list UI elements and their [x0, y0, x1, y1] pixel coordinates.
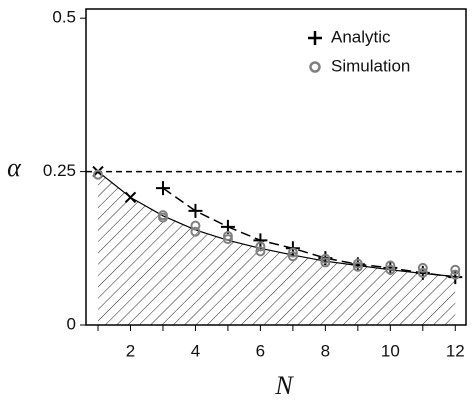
plus-marker [448, 270, 463, 285]
circle-marker [190, 220, 201, 231]
circle-marker [320, 257, 331, 268]
circle-marker [352, 258, 363, 269]
plus-marker [155, 181, 170, 196]
cross-marker [124, 191, 137, 204]
circle-marker [222, 231, 233, 242]
y-axis-title: α [7, 153, 22, 182]
hatched-region [98, 171, 456, 325]
circle-marker [93, 169, 104, 180]
y-tick-label: 0 [67, 314, 76, 333]
x-tick-label: 8 [321, 341, 330, 360]
circle-marker [417, 267, 428, 278]
x-tick-label: 10 [381, 341, 400, 360]
circle-marker [352, 261, 363, 272]
circle-marker [190, 226, 201, 237]
circle-marker [320, 253, 331, 264]
y-tick-label: 0.5 [52, 8, 76, 27]
y-tick-label: 0.25 [43, 161, 76, 180]
circle-marker [255, 246, 266, 257]
circle-marker [287, 247, 298, 258]
circle-marker [417, 262, 428, 273]
x-tick-label: 2 [126, 341, 135, 360]
circle-marker [450, 264, 461, 275]
legend-label: Simulation [331, 56, 410, 75]
plus-marker [188, 203, 203, 218]
circle-marker [222, 234, 233, 245]
x-axis-title: N [274, 371, 294, 400]
bound-curve [97, 171, 456, 278]
legend-label: Analytic [331, 27, 391, 46]
circle-marker [287, 251, 298, 262]
x-tick-label: 12 [446, 341, 465, 360]
series-line [162, 187, 456, 278]
x-tick-label: 4 [191, 341, 200, 360]
circle-marker [450, 269, 461, 280]
circle-marker [385, 264, 396, 275]
plot-frame [85, 8, 467, 326]
circle-marker [385, 260, 396, 271]
circle-marker [157, 212, 168, 223]
x-tick-label: 6 [256, 341, 265, 360]
plus-marker [383, 260, 398, 275]
legend-marker [308, 31, 322, 45]
legend-marker [309, 61, 321, 73]
circle-marker [255, 241, 266, 252]
plus-marker [253, 233, 268, 248]
